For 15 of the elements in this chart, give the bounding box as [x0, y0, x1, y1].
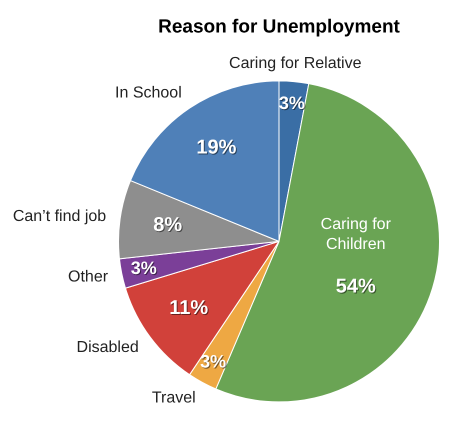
slice-label: Disabled: [76, 339, 139, 356]
slice-label: Caring for Children: [320, 216, 392, 254]
data-label: 3%: [201, 352, 228, 373]
slice-label: Caring for Relative: [229, 55, 362, 72]
data-label: 3%: [132, 259, 158, 280]
slice-label: Travel: [152, 390, 196, 407]
slice-label: Other: [68, 268, 109, 286]
chart-title: Reason for Unemployment: [158, 16, 401, 38]
data-label: 54%: [336, 276, 377, 298]
slice-label: In School: [115, 84, 182, 102]
data-label: 3%: [280, 94, 306, 114]
data-label: 11%: [170, 298, 210, 320]
slice-label: Can’t find job: [12, 208, 106, 225]
data-label: 8%: [154, 215, 184, 238]
data-label: 19%: [197, 138, 238, 160]
